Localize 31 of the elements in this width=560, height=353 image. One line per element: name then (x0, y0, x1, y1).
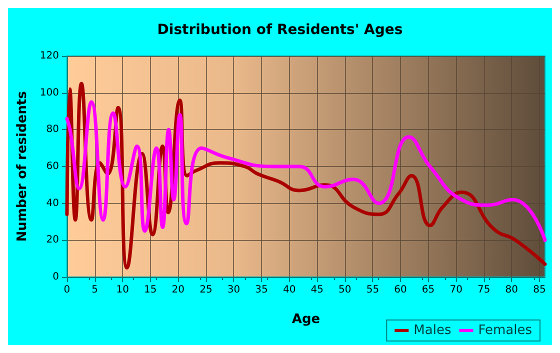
legend-label: Females (478, 323, 532, 338)
x-tick-label: 0 (64, 284, 70, 296)
x-tick-label: 60 (394, 284, 407, 296)
x-tick-label: 70 (450, 284, 462, 296)
x-tick-label: 45 (310, 284, 324, 296)
x-tick-label: 75 (477, 284, 490, 296)
y-tick-label: 0 (52, 272, 59, 282)
y-tick-label: 100 (40, 87, 59, 98)
x-tick-label: 80 (505, 284, 518, 296)
y-tick-label: 40 (46, 198, 59, 209)
x-tick-label: 40 (282, 284, 296, 296)
line-series (65, 100, 547, 242)
y-tick-label: 60 (46, 161, 59, 172)
y-axis-title: Number of residents (15, 90, 30, 242)
x-tick-label: 85 (533, 284, 546, 296)
y-tick-label: 20 (46, 234, 59, 246)
x-tick-label: 5 (92, 284, 98, 296)
x-tick-label: 25 (200, 284, 212, 296)
y-tick-label: 80 (46, 124, 59, 136)
chart-title: Distribution of Residents' Ages (157, 22, 403, 38)
x-tick-label: 20 (172, 284, 185, 296)
x-tick-label: 50 (338, 284, 352, 296)
x-tick-label: 35 (255, 284, 268, 296)
legend-label: Males (414, 323, 452, 338)
x-tick-label: 10 (116, 284, 129, 296)
x-tick-label: 55 (366, 284, 380, 296)
x-axis-title: Age (292, 312, 320, 327)
x-tick-label: 30 (227, 284, 240, 296)
x-tick-label: 65 (422, 284, 435, 296)
y-tick-label: 120 (40, 50, 59, 62)
x-tick-label: 15 (144, 284, 157, 296)
